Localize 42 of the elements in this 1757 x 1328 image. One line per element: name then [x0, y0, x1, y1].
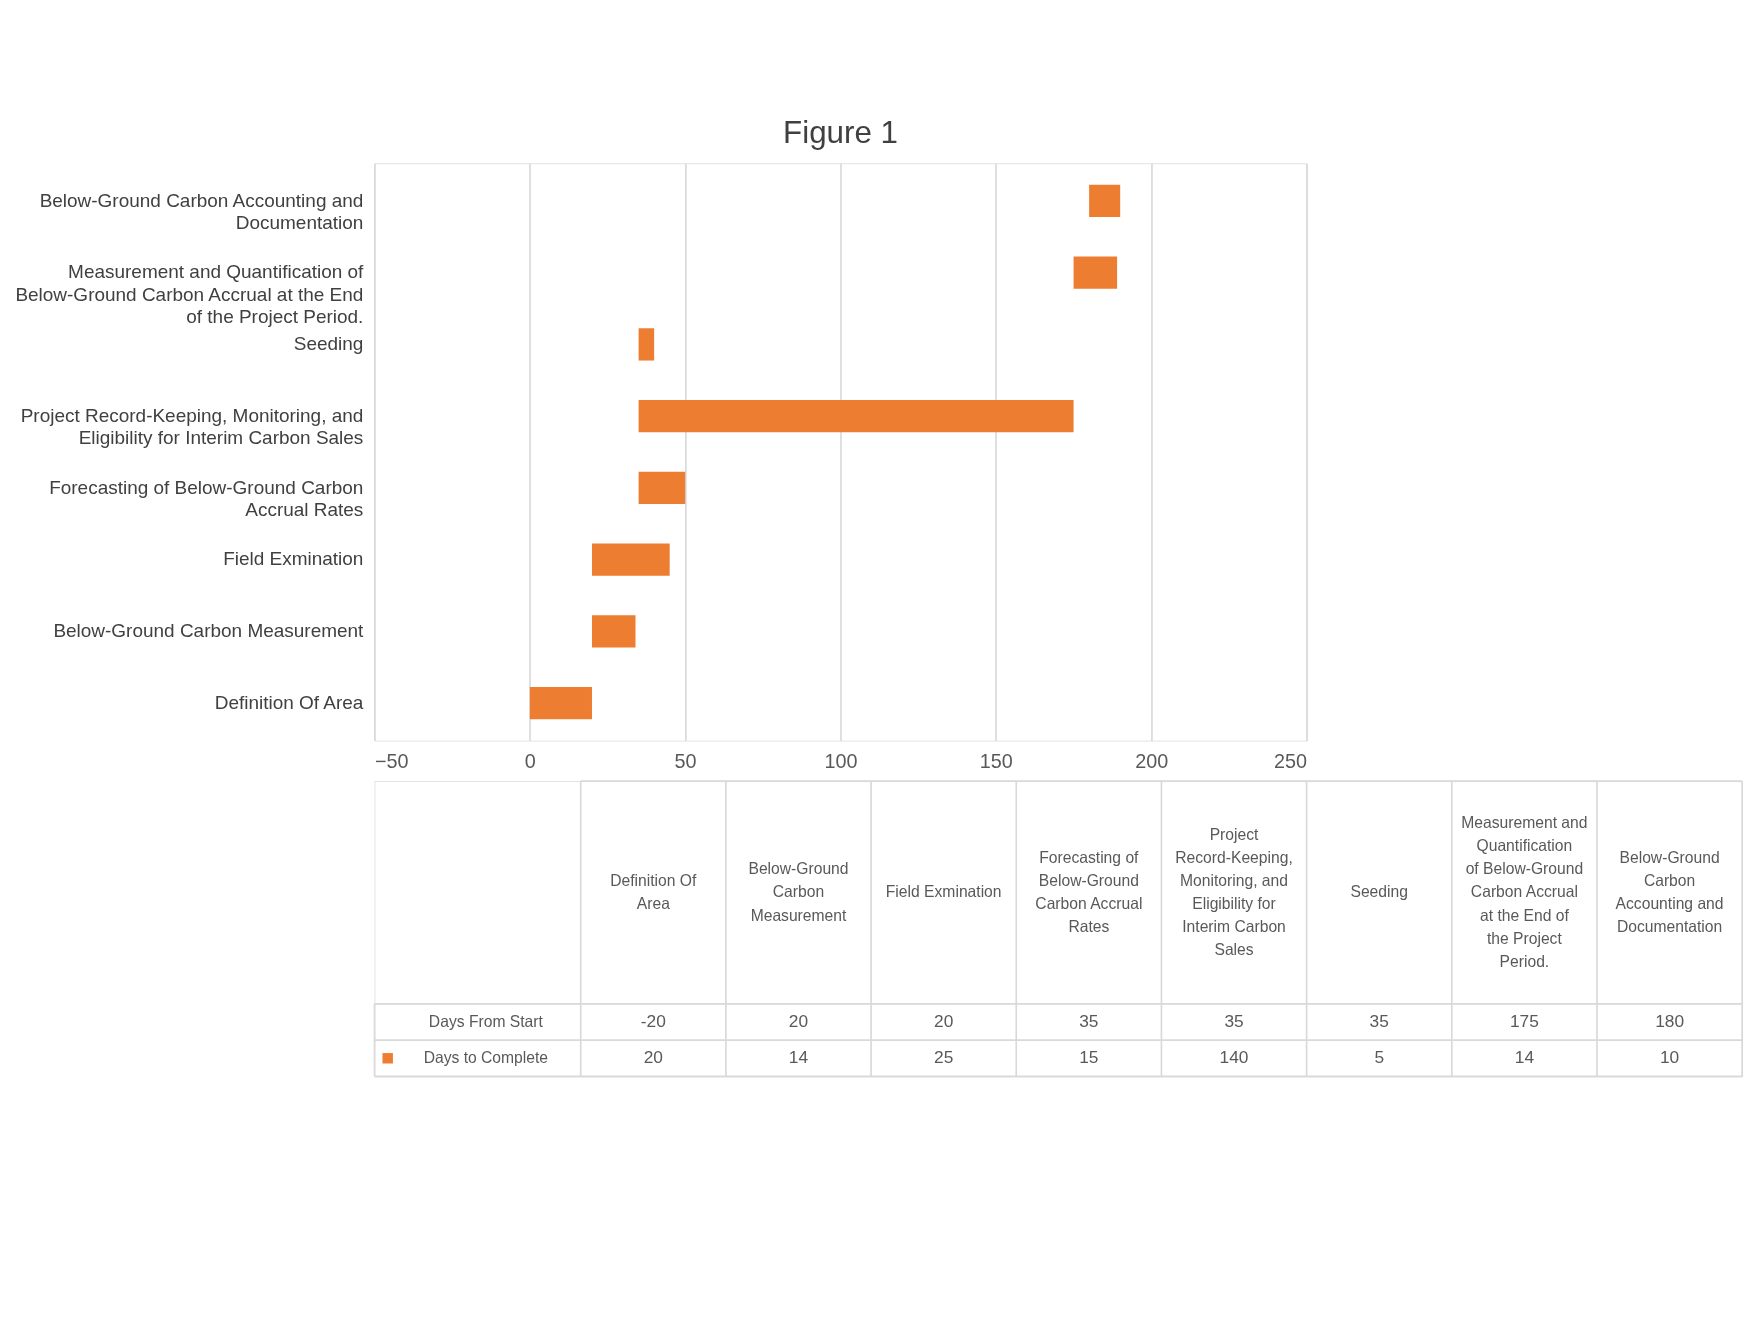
text: 140 — [1219, 1047, 1249, 1068]
text: 35 — [1369, 1010, 1389, 1031]
text: 35 — [1079, 1010, 1099, 1031]
text: 14 — [788, 1047, 809, 1068]
text: Definition Of Area — [610, 871, 698, 912]
x-tick-label: 0 — [524, 750, 536, 773]
text: Seeding — [1350, 883, 1408, 901]
y-tick-label: Seeding — [293, 333, 364, 355]
text: 20 — [934, 1010, 954, 1031]
y-tick-label: Project Record-Keeping, Monitoring, and Eligibility for Interim Carbon Sales — [20, 404, 364, 449]
y-tick-label: Forecasting of Below-Ground Carbon Accrual Rates — [49, 476, 364, 520]
y-tick-label: Field Exmination — [223, 548, 364, 570]
text: Project Record-Keeping, Monitoring, and Eligibility for Interim Carbon Sales — [1175, 825, 1293, 959]
x-tick-label: 100 — [824, 750, 858, 773]
y-tick-label: Below-Ground Carbon Measurement — [53, 620, 365, 642]
x-tick-label: −50 — [374, 750, 409, 773]
text: 175 — [1509, 1010, 1539, 1031]
text: 20 — [643, 1047, 663, 1068]
text: Below-Ground Carbon Measurement — [748, 860, 849, 924]
legend-label: Days to Complete — [423, 1049, 549, 1067]
text: 14 — [1514, 1047, 1535, 1068]
text: Days From Start — [428, 1012, 544, 1030]
y-tick-label: Definition Of Area — [214, 691, 364, 713]
x-tick-label: 200 — [1135, 750, 1169, 773]
text: Forecasting of Below-Ground Carbon Accrual Rates — [1035, 848, 1143, 936]
x-tick-label: 150 — [979, 750, 1013, 773]
text: Field Exmination — [885, 883, 1002, 901]
text: -20 — [640, 1010, 666, 1031]
chart-title: Figure 1 — [783, 115, 899, 151]
text: 5 — [1374, 1047, 1385, 1068]
text: 20 — [788, 1010, 809, 1031]
y-tick-label: Measurement and Quantification of Below-Ground Carbon Accrual at the End of the Project Period. — [15, 261, 365, 327]
text: Below-Ground Carbon Accounting and Documentation — [1615, 848, 1724, 936]
x-tick-label: 250 — [1274, 750, 1308, 773]
text: 35 — [1224, 1010, 1244, 1031]
text: Measurement and Quantification of Below-Ground Carbon Accrual at the End of the Project Period. — [1461, 814, 1588, 970]
text: 10 — [1659, 1047, 1680, 1068]
y-tick-label: Below-Ground Carbon Accounting and Documentation — [39, 189, 364, 233]
text: 25 — [934, 1047, 954, 1068]
text: 15 — [1079, 1047, 1099, 1068]
x-tick-label: 50 — [674, 750, 697, 773]
text: 180 — [1655, 1010, 1685, 1031]
